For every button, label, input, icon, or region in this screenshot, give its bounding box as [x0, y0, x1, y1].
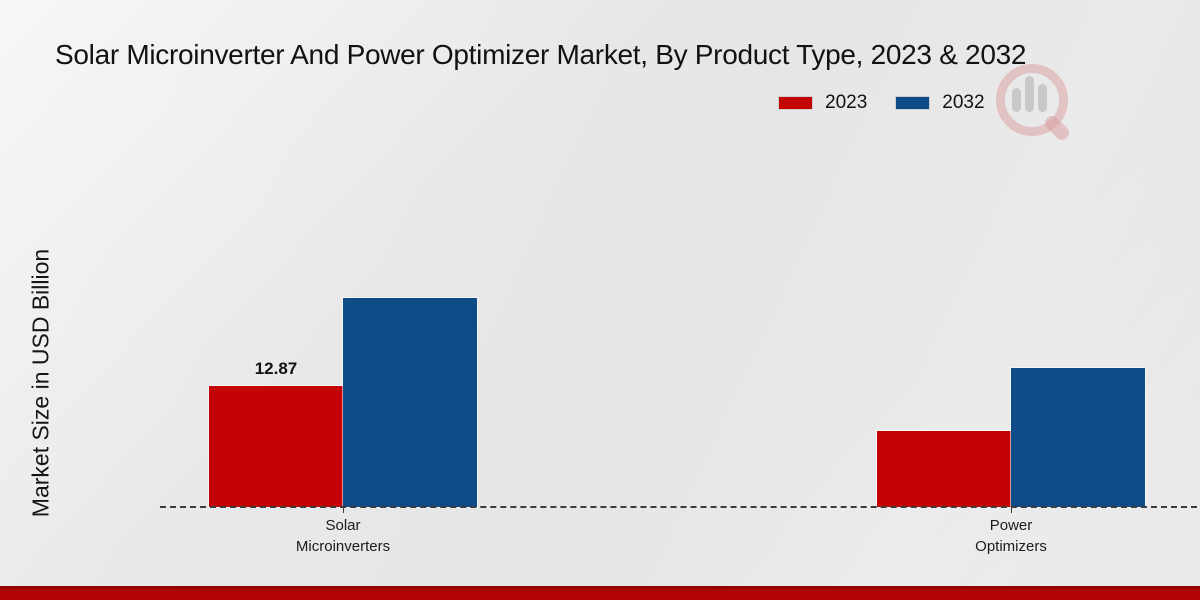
logo-bar-icon [1025, 76, 1034, 112]
category-label: Solar Microinverters [295, 517, 391, 555]
bar-2032-solar-microinverters [343, 298, 477, 507]
chart-title: Solar Microinverter And Power Optimizer … [55, 39, 1027, 70]
logo-bar-icon [1038, 84, 1047, 112]
legend-label-2023: 2023 [825, 92, 868, 113]
legend-item-2023: 2023 [778, 92, 867, 114]
category-label: Power Optimizers [975, 517, 1047, 555]
footer-accent-strip [0, 586, 1200, 600]
legend-item-2032: 2032 [895, 92, 985, 114]
legend: 2023 2032 [778, 92, 985, 114]
x-axis-tick [343, 507, 344, 513]
legend-swatch-2023 [778, 96, 813, 110]
y-axis-label: Market Size in USD Billion [27, 248, 54, 518]
bar-value-label: 12.87 [254, 359, 298, 378]
legend-swatch-2032 [895, 96, 931, 110]
magnifier-ring-icon [996, 64, 1068, 136]
bar-2032-power-optimizers [1011, 368, 1145, 507]
logo-bar-icon [1012, 88, 1021, 112]
bar-2023-solar-microinverters [209, 386, 343, 507]
bar-2023-power-optimizers [877, 431, 1011, 507]
brand-watermark-logo [992, 60, 1082, 144]
legend-label-2032: 2032 [942, 92, 985, 113]
x-axis-tick [1011, 507, 1012, 513]
baseline-dashed [160, 506, 1197, 508]
